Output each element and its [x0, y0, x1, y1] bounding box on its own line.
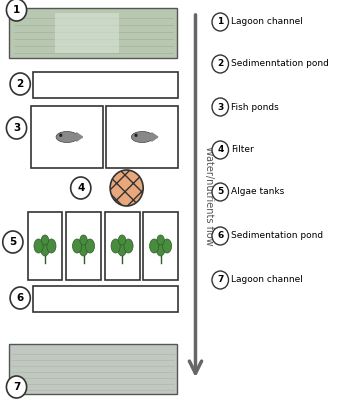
Bar	[9, 344, 177, 394]
Polygon shape	[76, 133, 83, 141]
Bar	[143, 212, 178, 280]
Text: 7: 7	[13, 382, 20, 392]
Circle shape	[212, 271, 228, 289]
Circle shape	[59, 134, 62, 137]
Bar	[9, 8, 177, 58]
Text: 2: 2	[16, 79, 24, 89]
Circle shape	[10, 73, 30, 95]
Ellipse shape	[117, 240, 127, 256]
Circle shape	[212, 13, 228, 31]
Ellipse shape	[118, 235, 126, 245]
Text: 6: 6	[16, 293, 24, 303]
Ellipse shape	[162, 239, 172, 253]
Circle shape	[6, 0, 27, 21]
Text: 4: 4	[77, 183, 84, 193]
Ellipse shape	[111, 239, 120, 253]
Circle shape	[3, 231, 23, 253]
Circle shape	[71, 177, 91, 199]
Circle shape	[134, 134, 137, 137]
Ellipse shape	[47, 239, 56, 253]
Circle shape	[212, 227, 228, 245]
Text: Algae tanks: Algae tanks	[231, 188, 285, 196]
Text: 5: 5	[9, 237, 16, 247]
Circle shape	[212, 98, 228, 116]
Text: 1: 1	[217, 18, 223, 26]
Bar	[33, 72, 178, 98]
Ellipse shape	[156, 240, 165, 256]
Text: 7: 7	[217, 276, 223, 284]
Text: Filter: Filter	[231, 146, 254, 154]
Text: 2: 2	[217, 60, 223, 68]
Ellipse shape	[86, 239, 94, 253]
Text: Sedimenntation pond: Sedimenntation pond	[231, 60, 329, 68]
Ellipse shape	[41, 235, 49, 245]
Text: Lagoon channel: Lagoon channel	[231, 276, 303, 284]
Bar	[55, 13, 119, 53]
Bar	[28, 212, 62, 280]
Circle shape	[212, 141, 228, 159]
Text: Sedimentation pond: Sedimentation pond	[231, 232, 324, 240]
Text: Water/nutrients flow: Water/nutrients flow	[204, 146, 214, 246]
Ellipse shape	[73, 239, 82, 253]
Circle shape	[212, 183, 228, 201]
Bar	[9, 8, 177, 58]
Circle shape	[10, 287, 30, 309]
Ellipse shape	[34, 239, 43, 253]
Text: 5: 5	[217, 188, 223, 196]
Ellipse shape	[131, 132, 153, 142]
Polygon shape	[152, 133, 158, 141]
Text: 6: 6	[217, 232, 223, 240]
Bar	[66, 212, 101, 280]
Text: 3: 3	[13, 123, 20, 133]
Ellipse shape	[157, 235, 164, 245]
Bar	[9, 344, 177, 394]
Circle shape	[212, 55, 228, 73]
Circle shape	[6, 376, 27, 398]
Bar	[31, 106, 103, 168]
Text: Fish ponds: Fish ponds	[231, 102, 279, 112]
Ellipse shape	[56, 132, 78, 142]
Circle shape	[6, 117, 27, 139]
Text: 3: 3	[217, 102, 223, 112]
Text: Lagoon channel: Lagoon channel	[231, 18, 303, 26]
Ellipse shape	[149, 239, 159, 253]
Ellipse shape	[79, 240, 88, 256]
Circle shape	[110, 170, 143, 206]
Ellipse shape	[40, 240, 50, 256]
Text: 1: 1	[13, 5, 20, 15]
Ellipse shape	[124, 239, 133, 253]
Bar	[105, 212, 140, 280]
Bar	[106, 106, 178, 168]
Ellipse shape	[80, 235, 87, 245]
Text: 4: 4	[217, 146, 223, 154]
Bar	[33, 286, 178, 312]
